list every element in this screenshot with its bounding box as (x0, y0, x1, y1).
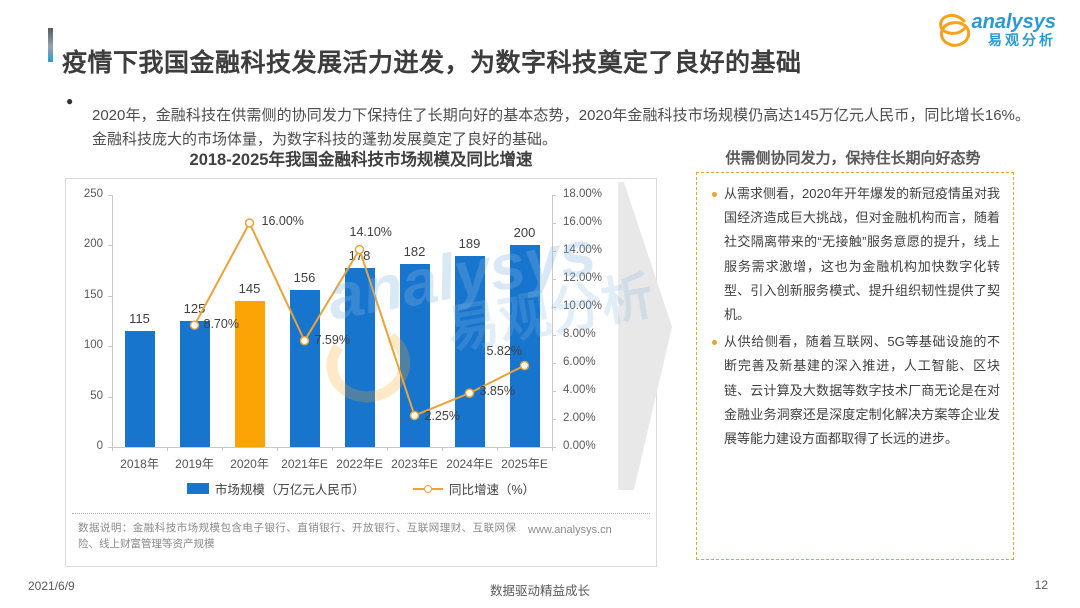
panel-title: 供需侧协同发力，保持住长期向好态势 (725, 150, 981, 167)
analysys-swirl-icon (939, 13, 971, 47)
left-axis-tick: 200 (83, 238, 103, 251)
x-axis-label: 2024年E (446, 457, 493, 471)
x-axis-label: 2025年E (501, 457, 548, 471)
summary-bullet-icon: ● (66, 94, 74, 108)
bar-2022年E (344, 267, 375, 447)
bar-value-label: 156 (293, 269, 316, 285)
bar-value-label: 145 (238, 280, 261, 296)
bar-2021年E (289, 289, 320, 447)
growth-line (189, 218, 530, 421)
legend-item-market-size: 市场规模（万亿元人民币） (186, 479, 365, 498)
right-axis-tick: 6.00% (563, 356, 596, 368)
right-axis-tick: 2.00% (563, 412, 596, 424)
x-axis-label: 2021年E (281, 457, 328, 471)
website-link: www.analysys.cn (528, 524, 612, 536)
legend-market-size-label: 市场规模（万亿元人民币） (214, 483, 365, 497)
growth-value-label: 5.82% (486, 343, 522, 358)
bullet-dot-icon (712, 340, 717, 346)
bar-2019年 (179, 321, 210, 447)
right-axis-tick: 12.00% (563, 272, 603, 284)
growth-value-label: 3.85% (479, 384, 515, 399)
bar-value-label: 115 (129, 311, 150, 327)
summary-text: 2020年，金融科技在供需侧的协同发力下保持住了长期向好的基本态势，2020年金… (92, 107, 1030, 148)
logo-text: analysys 易观分析 (971, 12, 1056, 48)
logo-brand-cn: 易观分析 (988, 32, 1056, 48)
footer-slogan: 数据驱动精益成长 (489, 584, 590, 598)
left-axis-tick: 100 (83, 339, 103, 352)
x-axis-label: 2023年E (391, 457, 438, 471)
card-divider (72, 513, 650, 514)
chart-card: 市场规模（万亿元人民币） 同比增速（%） 数据说明：金融科技市场规模包含电子银行… (65, 178, 657, 567)
left-axis-tick: 50 (90, 389, 103, 402)
right-axis-line (552, 195, 553, 447)
page-title: 疫情下我国金融科技发展活力迸发，为数字科技奠定了良好的基础 (62, 48, 802, 77)
analysys-logo: analysys 易观分析 (933, 12, 1056, 52)
chart-legend: 市场规模（万亿元人民币） 同比增速（%） (66, 479, 656, 498)
footer-date: 2021/6/9 (28, 579, 75, 593)
left-axis-tick: 250 (83, 188, 103, 200)
bar-2020年 (234, 300, 265, 447)
right-axis-tick: 10.00% (563, 300, 603, 312)
chart-title: 2018-2025年我国金融科技市场规模及同比增速 (189, 151, 533, 169)
panel-bullet-demand: 从需求侧看，2020年开年爆发的新冠疫情虽对我国经济造成巨大挑战，但对金融机构而… (710, 182, 1000, 327)
bar-2024年E (454, 256, 485, 447)
bar-2025年E (509, 245, 540, 447)
legend-growth-label: 同比增速（%） (448, 483, 536, 497)
right-axis-tick: 14.00% (563, 244, 603, 256)
analysis-panel: 从需求侧看，2020年开年爆发的新冠疫情虽对我国经济造成巨大挑战，但对金融机构而… (696, 172, 1014, 560)
bullet-dot-icon (712, 192, 717, 197)
x-axis-label: 2018年 (120, 457, 159, 471)
bar-value-label: 125 (183, 301, 206, 316)
left-axis-tick: 150 (83, 288, 103, 301)
panel-bullet-supply: 从供给侧看，随着互联网、5G等基础设施的不断完善及新基建的深入推进，人工智能、区… (710, 330, 1000, 451)
x-axis-label: 2022年E (336, 457, 383, 471)
data-source-note: 数据说明：金融科技市场规模包含电子银行、直销银行、开放银行、互联网理财、互联网保… (78, 522, 516, 551)
growth-value-label: 8.70% (203, 317, 239, 332)
right-axis-tick: 16.00% (563, 216, 603, 228)
legend-item-growth: 同比增速（%） (412, 479, 536, 498)
title-accent-bar (48, 28, 53, 62)
left-axis-line (112, 195, 113, 447)
bar-value-label: 182 (403, 243, 426, 259)
footer-page-number: 12 (1034, 578, 1048, 592)
growth-value-label: 7.59% (314, 332, 350, 347)
growth-value-label: 16.00% (261, 214, 304, 228)
panel-bullet-supply-text: 从供给侧看，随着互联网、5G等基础设施的不断完善及新基建的深入推进，人工智能、区… (724, 334, 1000, 447)
right-axis-tick: 4.00% (563, 384, 596, 396)
growth-value-label: 2.25% (424, 408, 460, 423)
growth-value-label: 14.10% (349, 224, 392, 239)
x-axis-label: 2019年 (175, 457, 214, 471)
bar-2018年 (124, 331, 155, 447)
panel-bullet-demand-text: 从需求侧看，2020年开年爆发的新冠疫情虽对我国经济造成巨大挑战，但对金融机构而… (724, 186, 1000, 323)
growth-line-marker-icon (412, 484, 443, 493)
right-axis-tick: 0.00% (563, 440, 596, 452)
right-axis-tick: 8.00% (563, 328, 596, 340)
bar-value-label: 189 (458, 236, 481, 252)
chart-plot-area: 市场规模（万亿元人民币） 同比增速（%） 数据说明：金融科技市场规模包含电子银行… (66, 179, 656, 566)
market-size-swatch-icon (186, 483, 209, 494)
right-axis-tick: 18.00% (563, 188, 603, 200)
left-axis-tick: 0 (96, 440, 103, 452)
logo-brand: analysys (971, 11, 1056, 33)
bar-value-label: 200 (513, 225, 536, 241)
x-axis-label: 2020年 (230, 457, 269, 471)
